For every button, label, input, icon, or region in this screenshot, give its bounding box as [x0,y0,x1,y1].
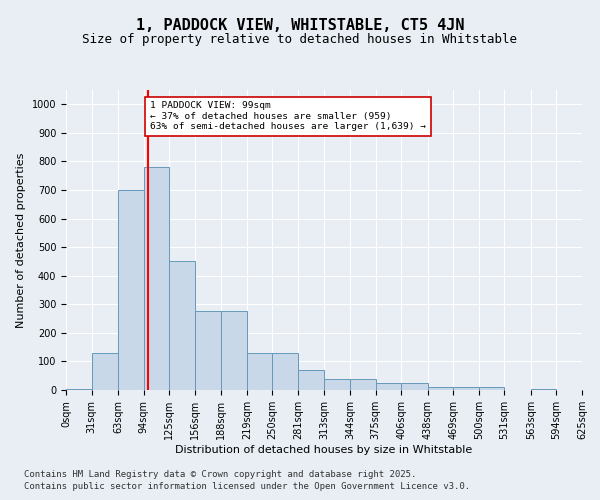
Bar [118,190,143,390]
Text: Contains public sector information licensed under the Open Government Licence v3: Contains public sector information licen… [24,482,470,491]
Bar [169,262,195,390]
Bar [401,383,428,390]
Text: 1 PADDOCK VIEW: 99sqm
← 37% of detached houses are smaller (959)
63% of semi-det: 1 PADDOCK VIEW: 99sqm ← 37% of detached … [150,102,426,131]
Bar [531,388,556,390]
X-axis label: Distribution of detached houses by size in Whitstable: Distribution of detached houses by size … [175,444,473,454]
Bar [428,387,453,390]
Bar [479,387,505,390]
Bar [298,370,325,390]
Bar [66,388,92,390]
Bar [92,353,118,390]
Bar [195,312,221,390]
Bar [453,387,479,390]
Bar [143,167,169,390]
Bar [350,378,376,390]
Y-axis label: Number of detached properties: Number of detached properties [16,152,26,328]
Bar [221,312,247,390]
Text: Contains HM Land Registry data © Crown copyright and database right 2025.: Contains HM Land Registry data © Crown c… [24,470,416,479]
Bar [247,353,272,390]
Bar [272,353,298,390]
Text: Size of property relative to detached houses in Whitstable: Size of property relative to detached ho… [83,32,517,46]
Bar [376,383,401,390]
Bar [325,378,350,390]
Text: 1, PADDOCK VIEW, WHITSTABLE, CT5 4JN: 1, PADDOCK VIEW, WHITSTABLE, CT5 4JN [136,18,464,32]
